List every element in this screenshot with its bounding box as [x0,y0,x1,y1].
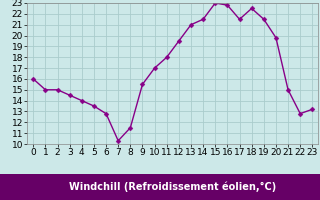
Text: Windchill (Refroidissement éolien,°C): Windchill (Refroidissement éolien,°C) [69,182,276,192]
